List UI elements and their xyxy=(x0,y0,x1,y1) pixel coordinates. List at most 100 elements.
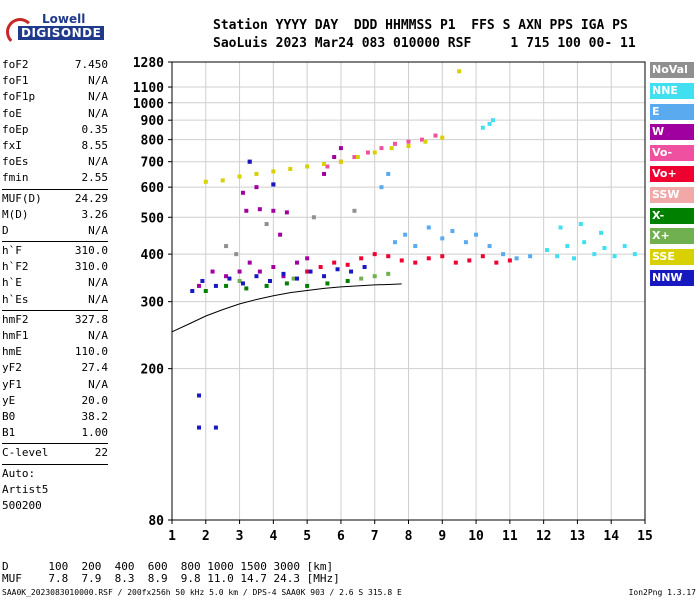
echo-point xyxy=(528,254,533,259)
param-row: D N/A xyxy=(2,224,108,240)
echo-point xyxy=(247,159,252,164)
echo-point xyxy=(267,278,272,283)
echo-point xyxy=(474,232,479,237)
echo-point xyxy=(420,137,425,142)
param-separator xyxy=(2,463,108,465)
echo-point xyxy=(271,208,276,213)
echo-point xyxy=(487,244,492,249)
echo-point xyxy=(244,286,249,291)
echo-point xyxy=(372,150,377,155)
echo-point xyxy=(572,256,577,261)
param-row: foE N/A xyxy=(2,107,108,123)
echo-point xyxy=(271,169,276,174)
param-value: N/A xyxy=(88,74,108,88)
echo-point xyxy=(558,225,563,230)
echo-point xyxy=(622,244,627,249)
y-tick-label: 600 xyxy=(141,181,165,196)
echo-point xyxy=(406,143,411,148)
echo-point xyxy=(291,276,296,281)
echo-point xyxy=(318,265,323,270)
echo-point xyxy=(332,260,337,265)
echo-point xyxy=(362,265,367,270)
param-row: yE 20.0 xyxy=(2,394,108,410)
x-tick-label: 11 xyxy=(502,529,518,544)
param-row: yF1 N/A xyxy=(2,378,108,394)
param-name: hmF2 xyxy=(2,312,29,326)
param-value: 1.00 xyxy=(81,426,109,440)
param-row: C-level 22 xyxy=(2,446,108,462)
echo-point xyxy=(240,281,245,286)
legend-item-nne: NNE xyxy=(650,82,694,99)
param-row: hmF2 327.8 xyxy=(2,313,108,329)
param-row: h`Es N/A xyxy=(2,293,108,309)
echo-point xyxy=(237,278,242,283)
echo-point xyxy=(281,274,286,279)
parameters-panel: foF2 7.450 foF1 N/A foF1p N/A foE N/A foEp 0.35 fx… xyxy=(2,58,108,515)
echo-point xyxy=(487,121,492,126)
echo-point xyxy=(440,135,445,140)
param-name: foF1 xyxy=(2,74,29,88)
param-value: 38.2 xyxy=(81,409,109,423)
echo-point xyxy=(467,258,472,263)
echo-point xyxy=(254,274,259,279)
echo-point xyxy=(264,283,269,288)
echo-point xyxy=(450,229,455,234)
echo-point xyxy=(440,254,445,259)
echo-point xyxy=(555,254,560,259)
echo-point xyxy=(349,269,354,274)
param-value: 3.26 xyxy=(81,207,109,221)
muf-distance-row: D 100 200 400 600 800 1000 1500 3000 [km… xyxy=(2,560,334,573)
echo-point xyxy=(403,232,408,237)
param-row: Artist5 xyxy=(2,483,108,499)
param-separator xyxy=(2,241,108,243)
param-value: N/A xyxy=(88,276,108,290)
echo-point xyxy=(386,171,391,176)
echo-point xyxy=(578,222,583,227)
param-value: N/A xyxy=(88,90,108,104)
echo-point xyxy=(203,179,208,184)
param-name: foF1p xyxy=(2,90,36,104)
echo-point xyxy=(413,260,418,265)
param-name: h`Es xyxy=(2,292,29,306)
y-tick-label: 200 xyxy=(141,363,165,378)
echo-point xyxy=(284,210,289,215)
param-value: 24.29 xyxy=(74,191,108,205)
param-row: hmF1 N/A xyxy=(2,329,108,345)
echo-point xyxy=(359,256,364,261)
param-row: foF1 N/A xyxy=(2,74,108,90)
param-name: hmE xyxy=(2,345,22,359)
param-value: 110.0 xyxy=(74,345,108,359)
digisonde-logo: Lowell DIGISONDE xyxy=(4,10,105,46)
echo-point xyxy=(426,225,431,230)
legend-item-voplus: Vo+ xyxy=(650,165,694,182)
echo-point xyxy=(413,244,418,249)
echo-point xyxy=(480,254,485,259)
param-row: foF2 7.450 xyxy=(2,58,108,74)
legend-item-nnw: NNW xyxy=(650,269,694,286)
echo-point xyxy=(224,283,229,288)
echo-point xyxy=(453,260,458,265)
logo-line1: Lowell xyxy=(42,12,86,26)
echo-point xyxy=(325,164,330,169)
echo-point xyxy=(457,69,462,74)
param-row: fxI 8.55 xyxy=(2,139,108,155)
param-name: foEs xyxy=(2,155,29,169)
echo-point xyxy=(247,260,252,265)
param-value: 310.0 xyxy=(74,244,108,258)
profile-trace xyxy=(171,283,402,333)
param-row: MUF(D) 24.29 xyxy=(2,192,108,208)
echo-point xyxy=(352,208,357,213)
echo-point xyxy=(295,260,300,265)
param-row: B0 38.2 xyxy=(2,410,108,426)
echo-point xyxy=(322,171,327,176)
y-tick-label: 1100 xyxy=(133,81,164,96)
echo-point xyxy=(305,283,310,288)
echo-point xyxy=(224,244,229,249)
y-tick-label: 900 xyxy=(141,114,165,129)
x-tick-label: 7 xyxy=(371,529,379,544)
y-tick-label: 300 xyxy=(141,296,165,311)
echo-point xyxy=(426,256,431,261)
echo-point xyxy=(197,283,202,288)
x-tick-label: 6 xyxy=(337,529,345,544)
legend-item-noval: NoVal xyxy=(650,62,694,78)
